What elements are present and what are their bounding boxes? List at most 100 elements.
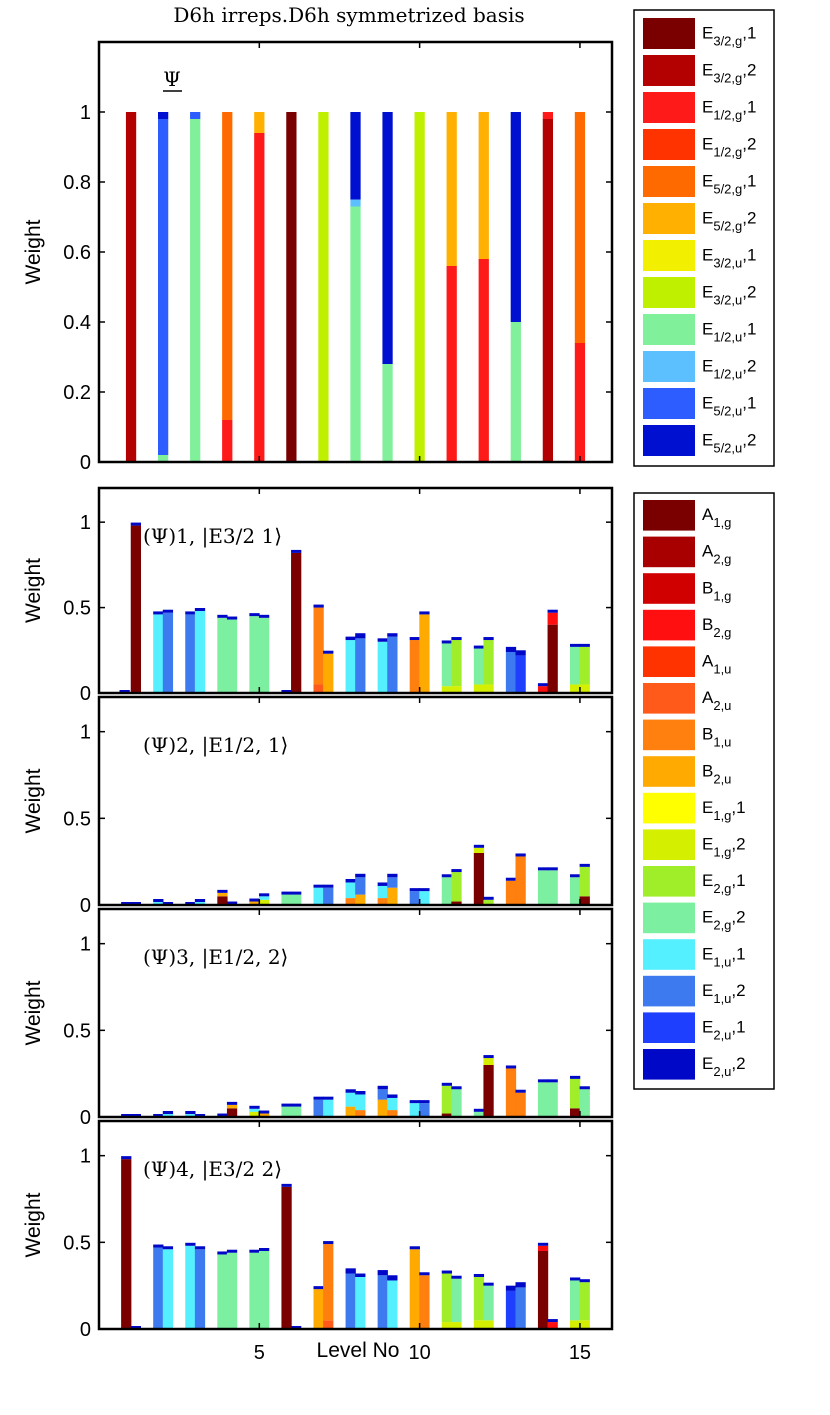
bar-segment-psi2-15-0 [355,894,366,905]
ytick-label-psi3-1: 0.5 [63,1020,91,1042]
figure-title: D6h irreps.D6h symmetrized basis [173,3,524,27]
legend-label-10: E5/2,u,1 [702,393,756,418]
bar-segment-psi1-17-0 [387,636,398,694]
bar-segment-psi1-7-0 [226,619,238,693]
bar-segment-psi4-21-1 [451,1278,462,1323]
bar-segment-psi1-27-0 [547,624,558,693]
bar-segment-psi4-0-0 [121,1159,132,1329]
legend-label-4: E5/2,g,1 [702,171,756,196]
bar-segment-psi2-28-0 [570,877,581,905]
bar-segment-psi3-27-0 [547,1082,558,1117]
bar-segment-psi4-20-0 [441,1322,453,1329]
bar-segment-psi1-4-1 [185,611,196,615]
panel-annotation-psi: Ψ [163,67,181,91]
legend-label-4: A1,u [702,652,731,677]
bar-segment-psi4-26-2 [537,1242,549,1246]
bar-segment-psi2-17-0 [387,887,398,905]
bar-segment-psi1-15-0 [355,638,366,693]
legend-label-6: B1,u [702,725,731,750]
bar-segment-psi-12-1 [510,112,521,322]
ytick-label-psi-2: 0.4 [63,312,91,334]
bar-segment-psi3-3-1 [162,1111,174,1114]
ytick-label-psi2-0: 0 [80,895,91,917]
legend-swatch-9 [643,829,695,860]
bar-segment-psi-4-0 [254,133,265,462]
bar-segment-psi1-9-1 [258,614,270,618]
axes-box-psi2 [97,695,614,907]
bar-segment-psi2-0-0 [121,902,132,905]
legend-swatch-6 [643,240,695,271]
bar-segment-psi2-28-1 [570,874,581,878]
bar-segment-psi3-25-1 [515,1089,526,1093]
bar-segment-psi2-6-1 [217,892,228,897]
bar-segment-psi2-22-1 [473,847,485,853]
bar-segment-psi1-8-1 [249,613,260,617]
bar-segment-psi4-18-0 [409,1249,420,1329]
bar-segment-psi-10-0 [446,266,457,462]
bar-segment-psi4-14-0 [345,1273,356,1329]
legend-swatch-13 [643,975,695,1007]
bar-segment-psi4-20-2 [441,1270,453,1274]
bar-segment-psi-11-1 [478,112,489,259]
bar-segment-psi1-24-1 [505,646,517,653]
bar-segment-psi2-5-1 [194,899,206,902]
bar-segment-psi-13-0 [542,119,554,462]
bar-segment-psi1-5-1 [194,608,206,611]
bar-segment-psi2-5-0 [194,902,206,905]
bar-segment-psi2-9-0 [258,899,270,905]
bar-segment-psi1-19-1 [419,611,430,615]
bar-segment-psi2-6-2 [217,889,228,893]
bar-segment-psi3-29-1 [579,1086,590,1090]
bar-segment-psi3-25-0 [515,1092,526,1117]
bar-segment-psi1-27-1 [547,612,558,625]
ytick-label-psi3-0: 0 [80,1107,91,1129]
bar-segment-psi1-22-2 [473,645,485,649]
bar-segment-psi2-26-1 [537,867,549,871]
bar-segment-psi1-29-0 [579,684,590,693]
panel-annotation-psi2: (Ψ)2, |E1/2, 1⟩ [143,733,288,758]
y-axis-label-psi1: Weight [22,558,45,623]
bar-segment-psi-2-0 [190,119,201,462]
bar-segment-psi2-15-2 [355,873,366,878]
bar-segment-psi2-19-0 [419,891,430,905]
bar-segment-psi3-13-1 [323,1096,334,1100]
bar-segment-psi4-22-2 [473,1274,485,1277]
bar-segment-psi1-20-1 [441,643,453,687]
bar-segment-psi1-20-0 [441,686,453,693]
legend-swatch-10 [643,388,695,419]
bar-segment-psi3-21-0 [451,1089,462,1117]
legend-label-0: A1,g [702,505,731,530]
bar-segment-psi1-22-1 [473,648,485,685]
bar-segment-psi4-22-1 [473,1277,485,1321]
bar-segment-psi-3-1 [222,112,233,420]
bar-segment-psi1-6-1 [217,614,228,618]
bar-segment-psi2-7-0 [226,901,238,905]
bar-segment-psi-2-1 [190,112,201,119]
bar-segment-psi3-29-0 [579,1089,590,1117]
bar-segment-psi3-12-0 [313,1099,324,1117]
legend-label-0: E3/2,g,1 [702,23,756,48]
bar-segment-psi3-15-2 [355,1091,366,1095]
legend-swatch-5 [643,203,695,234]
ytick-label-psi-5: 1 [80,102,91,124]
legend-swatch-10 [643,866,695,897]
bar-segment-psi-1-0 [158,455,169,462]
bar-segment-psi1-18-0 [409,640,420,693]
bar-segment-psi1-28-2 [570,643,581,647]
legend-swatch-14 [643,1012,695,1043]
bar-segment-psi2-13-0 [323,887,334,905]
bar-segment-psi4-18-1 [409,1246,420,1250]
bar-segment-psi4-8-0 [249,1252,260,1329]
bar-segment-psi4-24-0 [505,1290,517,1329]
bar-segment-psi4-25-1 [515,1282,526,1288]
legend-swatch-3 [643,609,695,641]
legend-swatch-7 [643,277,695,308]
bar-segment-psi2-6-0 [217,896,228,905]
bar-segment-psi4-0-1 [121,1156,132,1160]
bar-segment-psi3-6-0 [217,1113,228,1117]
bar-segment-psi4-23-1 [483,1285,494,1321]
legend-label-11: E5/2,u,2 [702,430,756,455]
bar-segment-psi-12-0 [510,322,521,462]
bar-segment-psi3-17-2 [387,1094,398,1098]
